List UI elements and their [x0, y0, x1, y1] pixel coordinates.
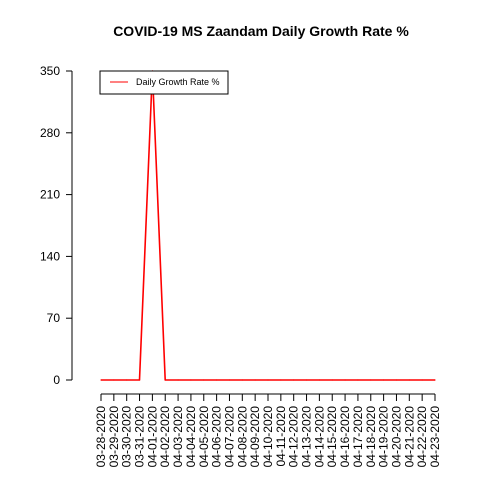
x-tick-label: 04-15-2020: [325, 406, 339, 468]
x-tick-label: 04-12-2020: [287, 406, 301, 468]
data-point: [293, 379, 295, 381]
x-axis: 03-28-202003-29-202003-30-202003-31-2020…: [94, 393, 442, 468]
x-tick-label: 04-01-2020: [145, 406, 159, 468]
data-point: [190, 379, 192, 381]
x-tick-label: 04-18-2020: [364, 406, 378, 468]
x-tick-label: 04-13-2020: [300, 406, 314, 468]
data-point: [408, 379, 410, 381]
x-tick-label: 04-17-2020: [351, 406, 365, 468]
data-point: [177, 379, 179, 381]
data-point: [254, 379, 256, 381]
y-tick-label: 70: [47, 311, 61, 325]
data-point: [216, 379, 218, 381]
data-point: [370, 379, 372, 381]
data-point: [421, 379, 423, 381]
x-tick-label: 04-21-2020: [402, 406, 416, 468]
data-point: [344, 379, 346, 381]
y-tick-label: 210: [40, 188, 60, 202]
data-point: [280, 379, 282, 381]
x-tick-label: 04-23-2020: [428, 406, 442, 468]
data-point: [138, 379, 141, 381]
y-tick-label: 280: [40, 126, 60, 140]
x-tick-label: 04-08-2020: [235, 406, 249, 468]
x-tick-label: 03-28-2020: [94, 406, 108, 468]
legend-box: [99, 70, 229, 95]
data-point: [383, 379, 385, 381]
x-tick-label: 04-04-2020: [184, 406, 198, 468]
series-line-0: [101, 70, 435, 381]
chart-title: COVID-19 MS Zaandam Daily Growth Rate %: [113, 23, 409, 39]
y-axis: 0 70 140 210 280 350: [40, 64, 73, 387]
x-tick-label: 04-05-2020: [197, 406, 211, 468]
data-point: [305, 379, 308, 381]
x-tick-label: 04-19-2020: [377, 406, 391, 468]
data-point: [113, 379, 115, 381]
x-tick-label: 03-29-2020: [107, 406, 121, 468]
y-tick-label: 0: [53, 373, 60, 387]
data-point: [126, 379, 128, 381]
x-tick-label: 04-03-2020: [171, 406, 185, 468]
x-tick-label: 04-07-2020: [222, 406, 236, 468]
x-tick-label: 04-09-2020: [248, 406, 262, 468]
x-tick-label: 03-31-2020: [133, 406, 147, 468]
x-tick-label: 04-11-2020: [274, 406, 288, 467]
legend-label: Daily Growth Rate %: [136, 77, 220, 87]
y-tick-label: 350: [40, 64, 60, 78]
x-tick-label: 04-02-2020: [158, 406, 172, 468]
x-tick-label: 04-14-2020: [312, 406, 326, 468]
legend: Daily Growth Rate %: [99, 70, 229, 95]
data-point: [164, 379, 166, 381]
data-point: [395, 379, 398, 381]
x-tick-label: 03-30-2020: [120, 406, 134, 468]
x-tick-label: 04-20-2020: [389, 406, 403, 468]
data-point: [241, 379, 243, 381]
data-point: [434, 379, 436, 381]
data-point: [267, 379, 269, 381]
x-tick-label: 04-10-2020: [261, 406, 275, 468]
data-point: [203, 379, 205, 381]
x-tick-label: 04-22-2020: [415, 406, 429, 468]
data-point: [357, 379, 359, 381]
x-tick-label: 04-16-2020: [338, 406, 352, 468]
data-point: [100, 379, 102, 381]
data-point: [228, 379, 231, 381]
y-tick-label: 140: [40, 249, 60, 263]
data-point: [331, 379, 333, 381]
data-point: [318, 379, 320, 381]
x-tick-label: 04-06-2020: [210, 406, 224, 468]
plot-series: [100, 70, 436, 381]
